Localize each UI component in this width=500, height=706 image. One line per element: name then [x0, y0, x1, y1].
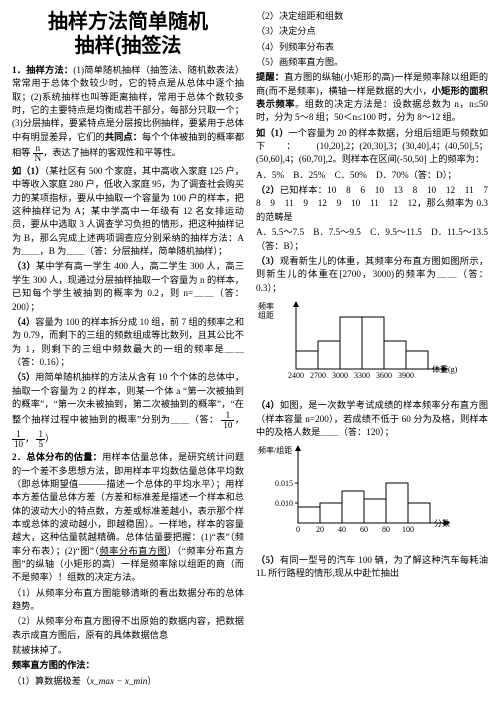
eg5-tail: ）	[45, 434, 54, 444]
step-1: （1）算数据极差（x_max − x_min）	[12, 675, 244, 688]
fraction-1: 110	[221, 411, 234, 430]
sec1-body: (1)简单随机抽样（抽签法、随机数表法）常常用于总体个数较少时，它的特点是从总体…	[12, 65, 244, 142]
sec2-head: 2．总体分布的估量：	[12, 452, 102, 462]
chart-birthweight: 2400 2700 3000 3300 3600 3900 频率组距体重(g)	[256, 299, 488, 393]
sec2-underline: 频率分布直方图	[100, 546, 168, 556]
question-4: （4）如图，是一次数学考试成绩的样本频率分布直方图（样本容量 n=200），若成…	[256, 399, 488, 439]
svg-text:3000: 3000	[332, 371, 348, 380]
sec2-sub1: （1）从频率分布直方图能够清晰的看出数据分布的总体趋势。	[12, 587, 244, 614]
tip-head: 提醒：	[256, 72, 284, 82]
question-1: 如（1）一个容量为 20 的样本数据，分组后组距与频数如下：(10,20],2；…	[256, 127, 488, 167]
document-page: 抽样方法简单随机 抽样(抽签法 1．抽样方法：(1)简单随机抽样（抽签法、随机数…	[0, 0, 500, 706]
svg-text:40: 40	[338, 525, 346, 534]
svg-text:3300: 3300	[354, 371, 370, 380]
sec1-head: 1．抽样方法：	[12, 65, 73, 75]
step-5: （5）画频率直方图。	[256, 56, 488, 69]
question-2: （2）已知样本：10 8 6 10 13 8 10 12 11 7 8 9 11…	[256, 184, 488, 224]
question-3: （3）观看新生儿的体重，其频率分布直方图如图所示，则新生儿的体重在[2700，3…	[256, 255, 488, 295]
example-4: （4）容量为 100 的样本拆分成 10 组，前 7 组的频率之和为 0.79，…	[12, 316, 244, 369]
sec2-body: 用样本估量总体，是研究统计问题的一个差不多思想方法，即用样本平均数估量总体平均数…	[12, 452, 244, 555]
section-1: 1．抽样方法：(1)简单随机抽样（抽签法、随机数表法）常常用于总体个数较少时，它…	[12, 64, 244, 163]
svg-text:60: 60	[360, 525, 368, 534]
svg-text:20: 20	[316, 525, 324, 534]
title-line-2: 抽样(抽签法	[75, 35, 182, 57]
fraction-2: 110	[12, 430, 25, 449]
svg-text:体重(g): 体重(g)	[432, 364, 458, 374]
question-1-opts: A．5% B．25% C．50% D．70%（答：D）；	[256, 169, 488, 182]
eg4-head: （4）	[12, 317, 35, 327]
chart-scores: 0 20 40 60 80 100 0.010 0.015 频率/组距分数	[256, 443, 488, 547]
step-2: （2）决定组距和组数	[256, 10, 488, 23]
svg-text:0: 0	[296, 525, 300, 534]
sec2-sub2: （2）从频率分布直方图得不出原始的数据内容，把数据表示成直方图后，原有的具体数据…	[12, 615, 244, 642]
example-5: （5）用简单随机抽样的方法从含有 10 个个体的总体中，抽取一个容量为 2 的样…	[12, 371, 244, 449]
tip: 提醒：直方图的纵轴(小矩形的高)一样是频率除以组距的商(而不是频率)，横轴一样是…	[256, 71, 488, 124]
eg3-head: （3）	[12, 261, 36, 271]
question-2-opts: A．5.5～7.5 B．7.5～9.5 C．9.5～11.5 D．11.5～13…	[256, 226, 488, 253]
fraction-3: 15	[36, 430, 45, 449]
eg1-head: 如（1）	[12, 166, 45, 176]
svg-text:频率组距: 频率组距	[258, 301, 274, 320]
eg3-body: 某中学有高一学生 400 人，高二学生 300 人，高三学生 300 人，现通过…	[12, 261, 244, 311]
svg-text:2400: 2400	[288, 371, 304, 380]
svg-text:80: 80	[382, 525, 390, 534]
histogram-2: 0 20 40 60 80 100 0.010 0.015 频率/组距分数	[256, 443, 464, 543]
title-line-1: 抽样方法简单随机	[48, 11, 208, 33]
step-4: （4）列频率分布表	[256, 41, 488, 54]
eg1-body: （某社区有 500 个家庭，其中高收入家庭 125 户，中等收入家庭 280 户…	[12, 166, 244, 256]
col2-lead: 就被抹掉了。	[12, 644, 244, 657]
example-3: （3）某中学有高一学生 400 人，高二学生 300 人，高三学生 300 人，…	[12, 260, 244, 313]
section-2: 2．总体分布的估量：用样本估量总体，是研究统计问题的一个差不多思想方法，即用样本…	[12, 451, 244, 584]
eg5-head: （5）	[12, 372, 35, 382]
eg4-body: 容量为 100 的样本拆分成 10 组，前 7 组的频率之和为 0.79，而剩下…	[12, 317, 244, 367]
svg-text:100: 100	[402, 525, 414, 534]
fraction-n-over-N: nN	[33, 144, 44, 163]
svg-text:分数: 分数	[434, 518, 450, 528]
sec1-body3: ，表达了抽样的客观性和平等性。	[43, 148, 181, 158]
fsteps-head: 频率直方图的作法：	[12, 659, 244, 672]
svg-text:0.010: 0.010	[275, 499, 293, 508]
svg-text:0.015: 0.015	[275, 479, 293, 488]
histogram-1: 2400 2700 3000 3300 3600 3900 频率组距体重(g)	[256, 299, 464, 389]
sec1-common: 共同点：	[105, 132, 142, 142]
step-3: （3）决定分点	[256, 25, 488, 38]
svg-text:频率/组距: 频率/组距	[258, 445, 292, 455]
example-1: 如（1）（某社区有 500 个家庭，其中高收入家庭 125 户，中等收入家庭 2…	[12, 165, 244, 258]
question-5: （5）有同一型号的汽车 100 辆，为了解这种汽车每耗油 1L 所行路程的情形,…	[256, 554, 488, 581]
eg5-body: 用简单随机抽样的方法从含有 10 个个体的总体中，抽取一个容量为 2 的样本，则…	[12, 372, 244, 425]
svg-text:3900: 3900	[398, 371, 414, 380]
svg-text:3600: 3600	[376, 371, 392, 380]
svg-text:2700: 2700	[310, 371, 326, 380]
main-title: 抽样方法简单随机 抽样(抽签法	[12, 10, 244, 58]
